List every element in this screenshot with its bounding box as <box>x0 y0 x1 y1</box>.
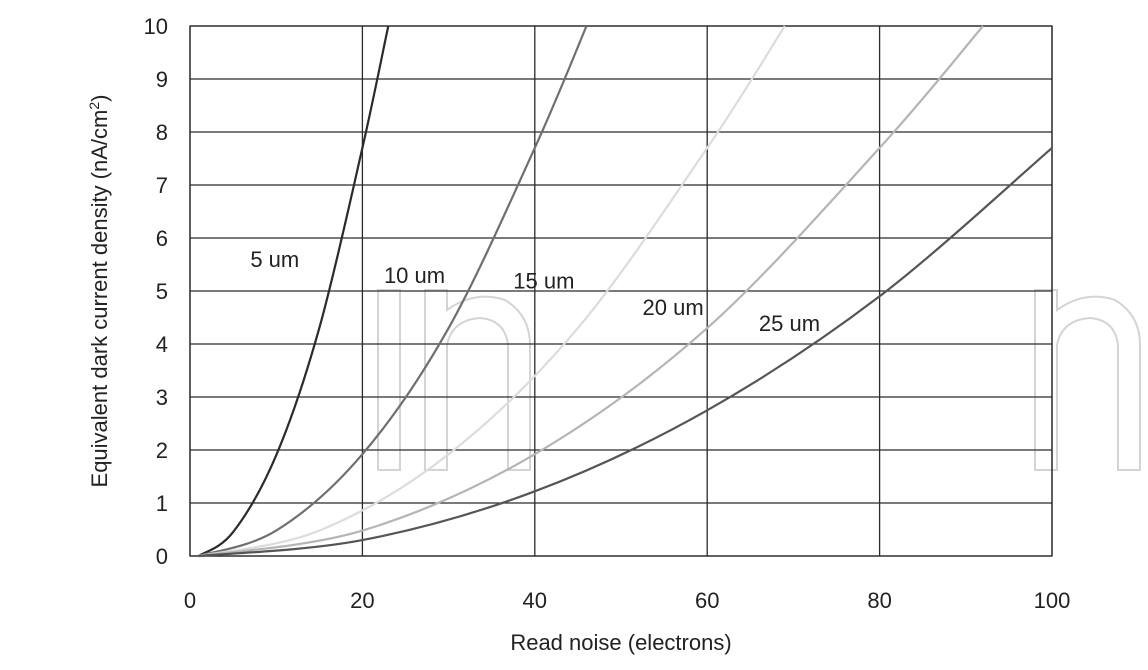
x-tick-label: 100 <box>1034 588 1071 613</box>
y-tick-label: 6 <box>156 226 168 251</box>
y-axis-title-close: ) <box>87 95 112 102</box>
x-tick-label: 80 <box>867 588 891 613</box>
watermark <box>377 289 1141 471</box>
series-line-4 <box>198 25 984 558</box>
series-line-2 <box>198 25 588 558</box>
y-tick-labels: 0 1 2 3 4 5 6 7 8 9 10 <box>144 14 168 569</box>
y-axis-title-main: Equivalent dark current density (nA/cm <box>87 110 112 488</box>
series-line-3 <box>198 25 786 558</box>
y-tick-label: 10 <box>144 14 168 39</box>
x-tick-label: 0 <box>184 588 196 613</box>
x-tick-label: 20 <box>350 588 374 613</box>
y-tick-label: 2 <box>156 438 168 463</box>
series-label-5: 25 um <box>759 311 820 336</box>
plot-frame <box>189 25 1053 557</box>
y-tick-label: 8 <box>156 120 168 145</box>
series-label-3: 15 um <box>513 268 574 293</box>
y-axis-title-sup: 2 <box>86 102 102 110</box>
series-label-4: 20 um <box>643 295 704 320</box>
series-line-5 <box>198 147 1053 558</box>
y-tick-label: 1 <box>156 491 168 516</box>
series-layer <box>197 25 1053 558</box>
y-tick-label: 9 <box>156 67 168 92</box>
grid <box>189 25 1053 557</box>
y-tick-label: 5 <box>156 279 168 304</box>
y-tick-label: 7 <box>156 173 168 198</box>
series-label-2: 10 um <box>384 263 445 288</box>
series-label-1: 5 um <box>250 247 299 272</box>
y-tick-label: 0 <box>156 544 168 569</box>
series-labels: 5 um 10 um 15 um 20 um 25 um <box>250 247 820 336</box>
x-tick-label: 40 <box>523 588 547 613</box>
y-axis-title: Equivalent dark current density (nA/cm2) <box>86 95 112 488</box>
series-line-1 <box>197 25 390 557</box>
y-tick-label: 4 <box>156 332 168 357</box>
y-tick-label: 3 <box>156 385 168 410</box>
x-axis-title: Read noise (electrons) <box>510 630 731 655</box>
x-tick-labels: 0 20 40 60 80 100 <box>184 588 1070 613</box>
x-tick-label: 60 <box>695 588 719 613</box>
